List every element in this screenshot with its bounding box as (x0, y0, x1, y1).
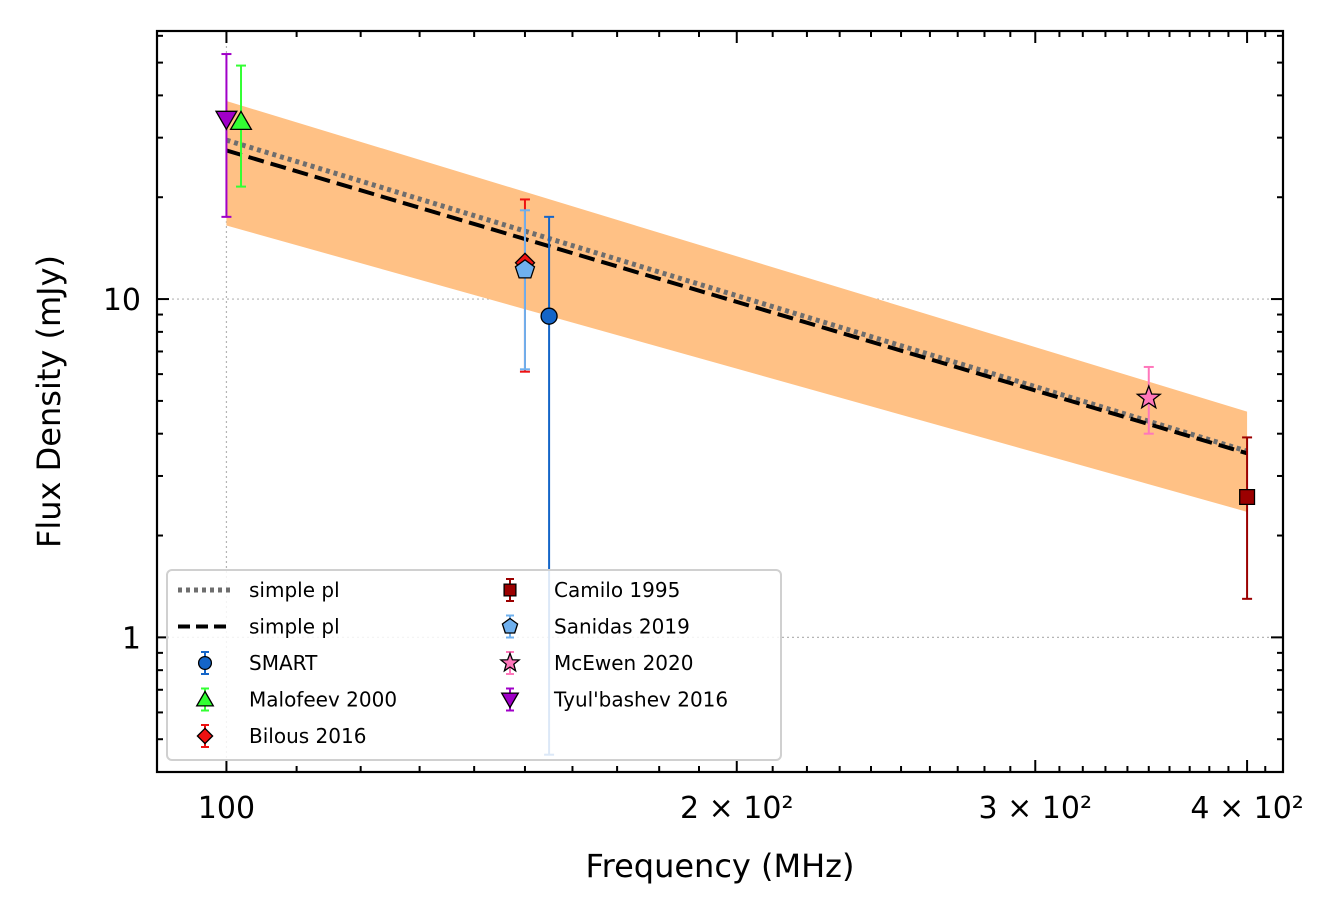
legend-label: Malofeev 2000 (249, 688, 397, 712)
y-axis-label: Flux Density (mJy) (30, 255, 68, 548)
legend-label: Camilo 1995 (554, 578, 680, 602)
legend-box (166, 569, 782, 761)
marker-star (1135, 384, 1163, 410)
y-tick-label: 10 (103, 283, 141, 318)
x-tick-label: 4 × 10² (1190, 791, 1304, 826)
uncertainty-band (226, 101, 1248, 512)
data-markers (214, 110, 1256, 506)
legend-label: Bilous 2016 (249, 724, 366, 748)
x-tick-label: 3 × 10² (979, 791, 1093, 826)
legend: simple pl simple pl SMART Malofeev 2000 Bilo… (166, 569, 782, 761)
legend-marker-pentagon (501, 617, 519, 634)
legend-marker-triangle-up (195, 690, 215, 707)
marker-circle (540, 307, 558, 325)
grid-lines (157, 31, 1283, 772)
marker-triangle-up (229, 110, 253, 131)
tick-labels: 100 2 × 10² 3 × 10² 4 × 10² 1 10 (103, 283, 1304, 826)
marker-square (1239, 488, 1256, 506)
legend-label: simple pl (249, 578, 340, 602)
fit-lines (225, 137, 1248, 456)
x-tick-label: 100 (198, 791, 255, 826)
marker-triangle-down (214, 110, 238, 131)
legend-marker-square (503, 583, 517, 597)
legend-label: McEwen 2020 (554, 651, 693, 675)
uncertainty-band-area (226, 101, 1248, 512)
axis-ticks (157, 31, 1284, 773)
legend-marker-triangle-down (500, 692, 520, 709)
legend-label: simple pl (249, 615, 340, 639)
x-tick-label: 2 × 10² (680, 791, 794, 826)
legend-label: Tyul'bashev 2016 (553, 688, 728, 712)
legend-marker-star (499, 651, 521, 673)
fit-line-dashed (225, 148, 1248, 456)
y-tick-label: 1 (122, 621, 141, 656)
marker-pentagon (514, 259, 536, 279)
legend-label: SMART (249, 651, 318, 675)
fit-line-dotted (225, 137, 1248, 454)
legend-marker-circle (197, 655, 213, 671)
legend-marker-diamond (196, 727, 214, 745)
x-axis-label: Frequency (MHz) (586, 847, 855, 885)
legend-label: Sanidas 2019 (554, 615, 690, 639)
